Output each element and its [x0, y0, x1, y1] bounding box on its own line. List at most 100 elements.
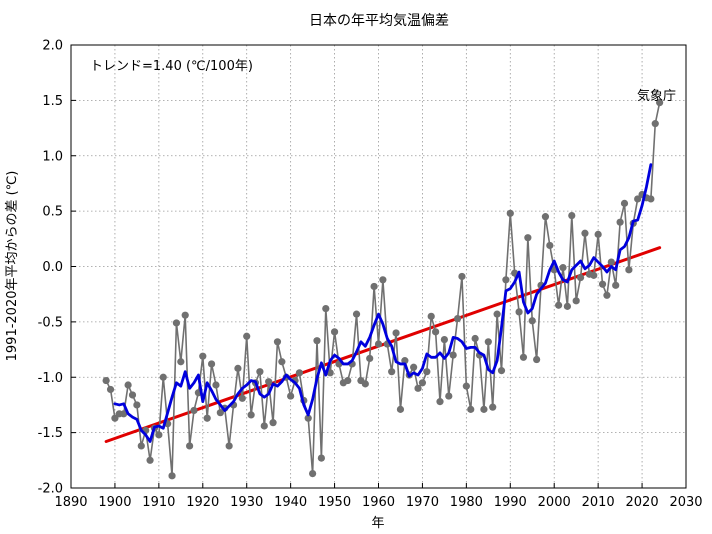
y-tick-label: 0.5	[42, 205, 63, 220]
annual-point	[265, 378, 273, 386]
annual-point	[546, 241, 554, 250]
annual-point	[436, 398, 444, 406]
annual-point	[238, 394, 246, 402]
annual-point	[243, 332, 251, 340]
source-annotation: 気象庁	[637, 88, 676, 104]
annual-point	[225, 442, 233, 450]
annual-point	[388, 368, 396, 376]
annual-point	[634, 195, 642, 203]
annual-point	[519, 353, 528, 361]
annual-point	[278, 358, 286, 366]
annual-point	[616, 218, 624, 226]
moving-average-line	[113, 163, 653, 443]
annual-point	[449, 351, 457, 359]
annual-point	[330, 328, 339, 336]
annual-point	[423, 368, 431, 376]
annual-point	[137, 442, 145, 450]
annual-point	[410, 363, 418, 371]
annual-point	[181, 311, 189, 319]
annual-point	[269, 419, 277, 427]
annual-point	[124, 381, 132, 389]
annual-point	[524, 234, 532, 242]
annual-point	[471, 334, 479, 343]
annual-point	[440, 336, 448, 344]
annual-point	[190, 406, 198, 415]
annual-point	[128, 391, 137, 399]
annual-point	[111, 414, 119, 422]
annual-point	[313, 337, 321, 345]
annual-point	[234, 364, 242, 372]
x-tick-label: 1890	[54, 495, 87, 510]
annual-point	[304, 414, 312, 422]
annual-point	[396, 405, 405, 413]
annual-point	[392, 329, 400, 337]
annual-point	[366, 354, 374, 363]
x-tick-label: 2020	[626, 495, 659, 510]
annual-point	[133, 401, 141, 409]
x-tick-label: 1970	[406, 495, 439, 510]
annual-point	[260, 422, 268, 430]
x-tick-label: 1940	[274, 495, 307, 510]
annual-point	[146, 456, 154, 464]
annual-point	[317, 454, 325, 462]
x-axis-ticks: 1890 1900 1910 1920 1930 1940 1950 1960 1970 1980…	[54, 483, 703, 510]
annual-point	[467, 405, 475, 413]
annual-series-group	[102, 98, 664, 480]
annual-point	[484, 338, 492, 346]
annual-point	[620, 199, 629, 207]
annual-point	[418, 379, 427, 387]
x-tick-label: 2010	[582, 495, 615, 510]
y-tick-label: 2.0	[42, 39, 63, 54]
annual-point	[515, 308, 523, 316]
annual-point	[212, 381, 220, 389]
annual-point	[414, 384, 422, 392]
annual-point	[590, 271, 598, 279]
annual-point	[612, 281, 620, 289]
annual-point	[453, 314, 462, 323]
x-tick-label: 1990	[494, 495, 527, 510]
annual-point	[120, 410, 128, 418]
annual-point	[172, 319, 181, 327]
annual-point	[576, 273, 585, 282]
y-tick-label: -1.5	[38, 426, 63, 441]
annual-point	[287, 392, 295, 400]
annual-point	[401, 357, 409, 365]
y-tick-label: 1.0	[42, 149, 63, 164]
annual-point	[344, 376, 352, 385]
y-tick-label: 0.0	[42, 260, 63, 275]
annual-point	[533, 355, 541, 364]
annual-point	[379, 276, 387, 284]
annual-point	[656, 98, 664, 107]
annual-point	[247, 411, 255, 419]
y-axis-label: 1991-2020年平均からの差 (℃)	[5, 171, 20, 362]
annual-point	[106, 385, 115, 394]
annual-point	[581, 229, 589, 237]
x-tick-label: 1920	[186, 495, 219, 510]
annual-point	[489, 403, 497, 411]
x-tick-label: 2000	[538, 495, 571, 510]
annual-point	[177, 358, 185, 366]
annual-point	[256, 368, 264, 376]
annual-point	[462, 382, 470, 390]
annual-point	[273, 338, 282, 346]
annual-point	[647, 195, 655, 203]
trend-annotation: トレンド=1.40 (℃/100年)	[90, 59, 253, 74]
chart-title: 日本の年平均気温偏差	[309, 13, 449, 29]
annual-point	[361, 380, 369, 388]
annual-point	[199, 352, 207, 360]
annual-point	[370, 282, 378, 291]
annual-point	[568, 211, 576, 220]
annual-point	[651, 120, 659, 128]
annual-point	[555, 301, 563, 309]
annual-point	[497, 367, 506, 375]
annual-point	[458, 272, 466, 281]
x-tick-label: 1900	[98, 495, 131, 510]
x-tick-label: 1910	[142, 495, 175, 510]
annual-point	[607, 258, 615, 266]
x-tick-label: 1950	[318, 495, 351, 510]
annual-point	[155, 431, 163, 439]
x-tick-label: 1980	[450, 495, 483, 510]
annual-point	[432, 328, 440, 336]
